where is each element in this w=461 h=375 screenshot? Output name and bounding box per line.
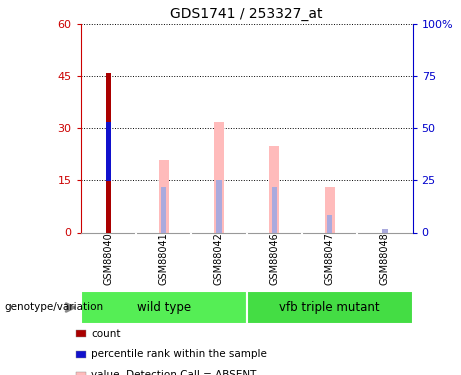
Bar (106, 177, 111, 232)
Text: value, Detection Call = ABSENT: value, Detection Call = ABSENT (91, 370, 256, 375)
Bar (81, 291, 247, 324)
Bar (382, 229, 388, 232)
Text: GSM88042: GSM88042 (214, 232, 224, 285)
Bar (161, 188, 166, 232)
Text: GSM88046: GSM88046 (269, 232, 279, 285)
Bar (159, 160, 169, 232)
Text: percentile rank within the sample: percentile rank within the sample (91, 350, 267, 359)
Bar (106, 73, 111, 232)
Title: GDS1741 / 253327_at: GDS1741 / 253327_at (171, 7, 323, 21)
Bar (269, 146, 279, 232)
Text: vfb triple mutant: vfb triple mutant (279, 301, 380, 314)
Bar (325, 188, 335, 232)
Text: genotype/variation: genotype/variation (5, 303, 104, 312)
Text: GSM88047: GSM88047 (325, 232, 335, 285)
Bar (214, 122, 224, 232)
Bar (216, 180, 222, 232)
Bar (247, 291, 413, 324)
Bar (106, 122, 111, 181)
Text: GSM88040: GSM88040 (103, 232, 113, 285)
Bar (327, 215, 332, 232)
Text: GSM88041: GSM88041 (159, 232, 169, 285)
Text: GSM88048: GSM88048 (380, 232, 390, 285)
Text: count: count (91, 329, 120, 339)
Bar (272, 188, 277, 232)
Text: wild type: wild type (136, 301, 191, 314)
